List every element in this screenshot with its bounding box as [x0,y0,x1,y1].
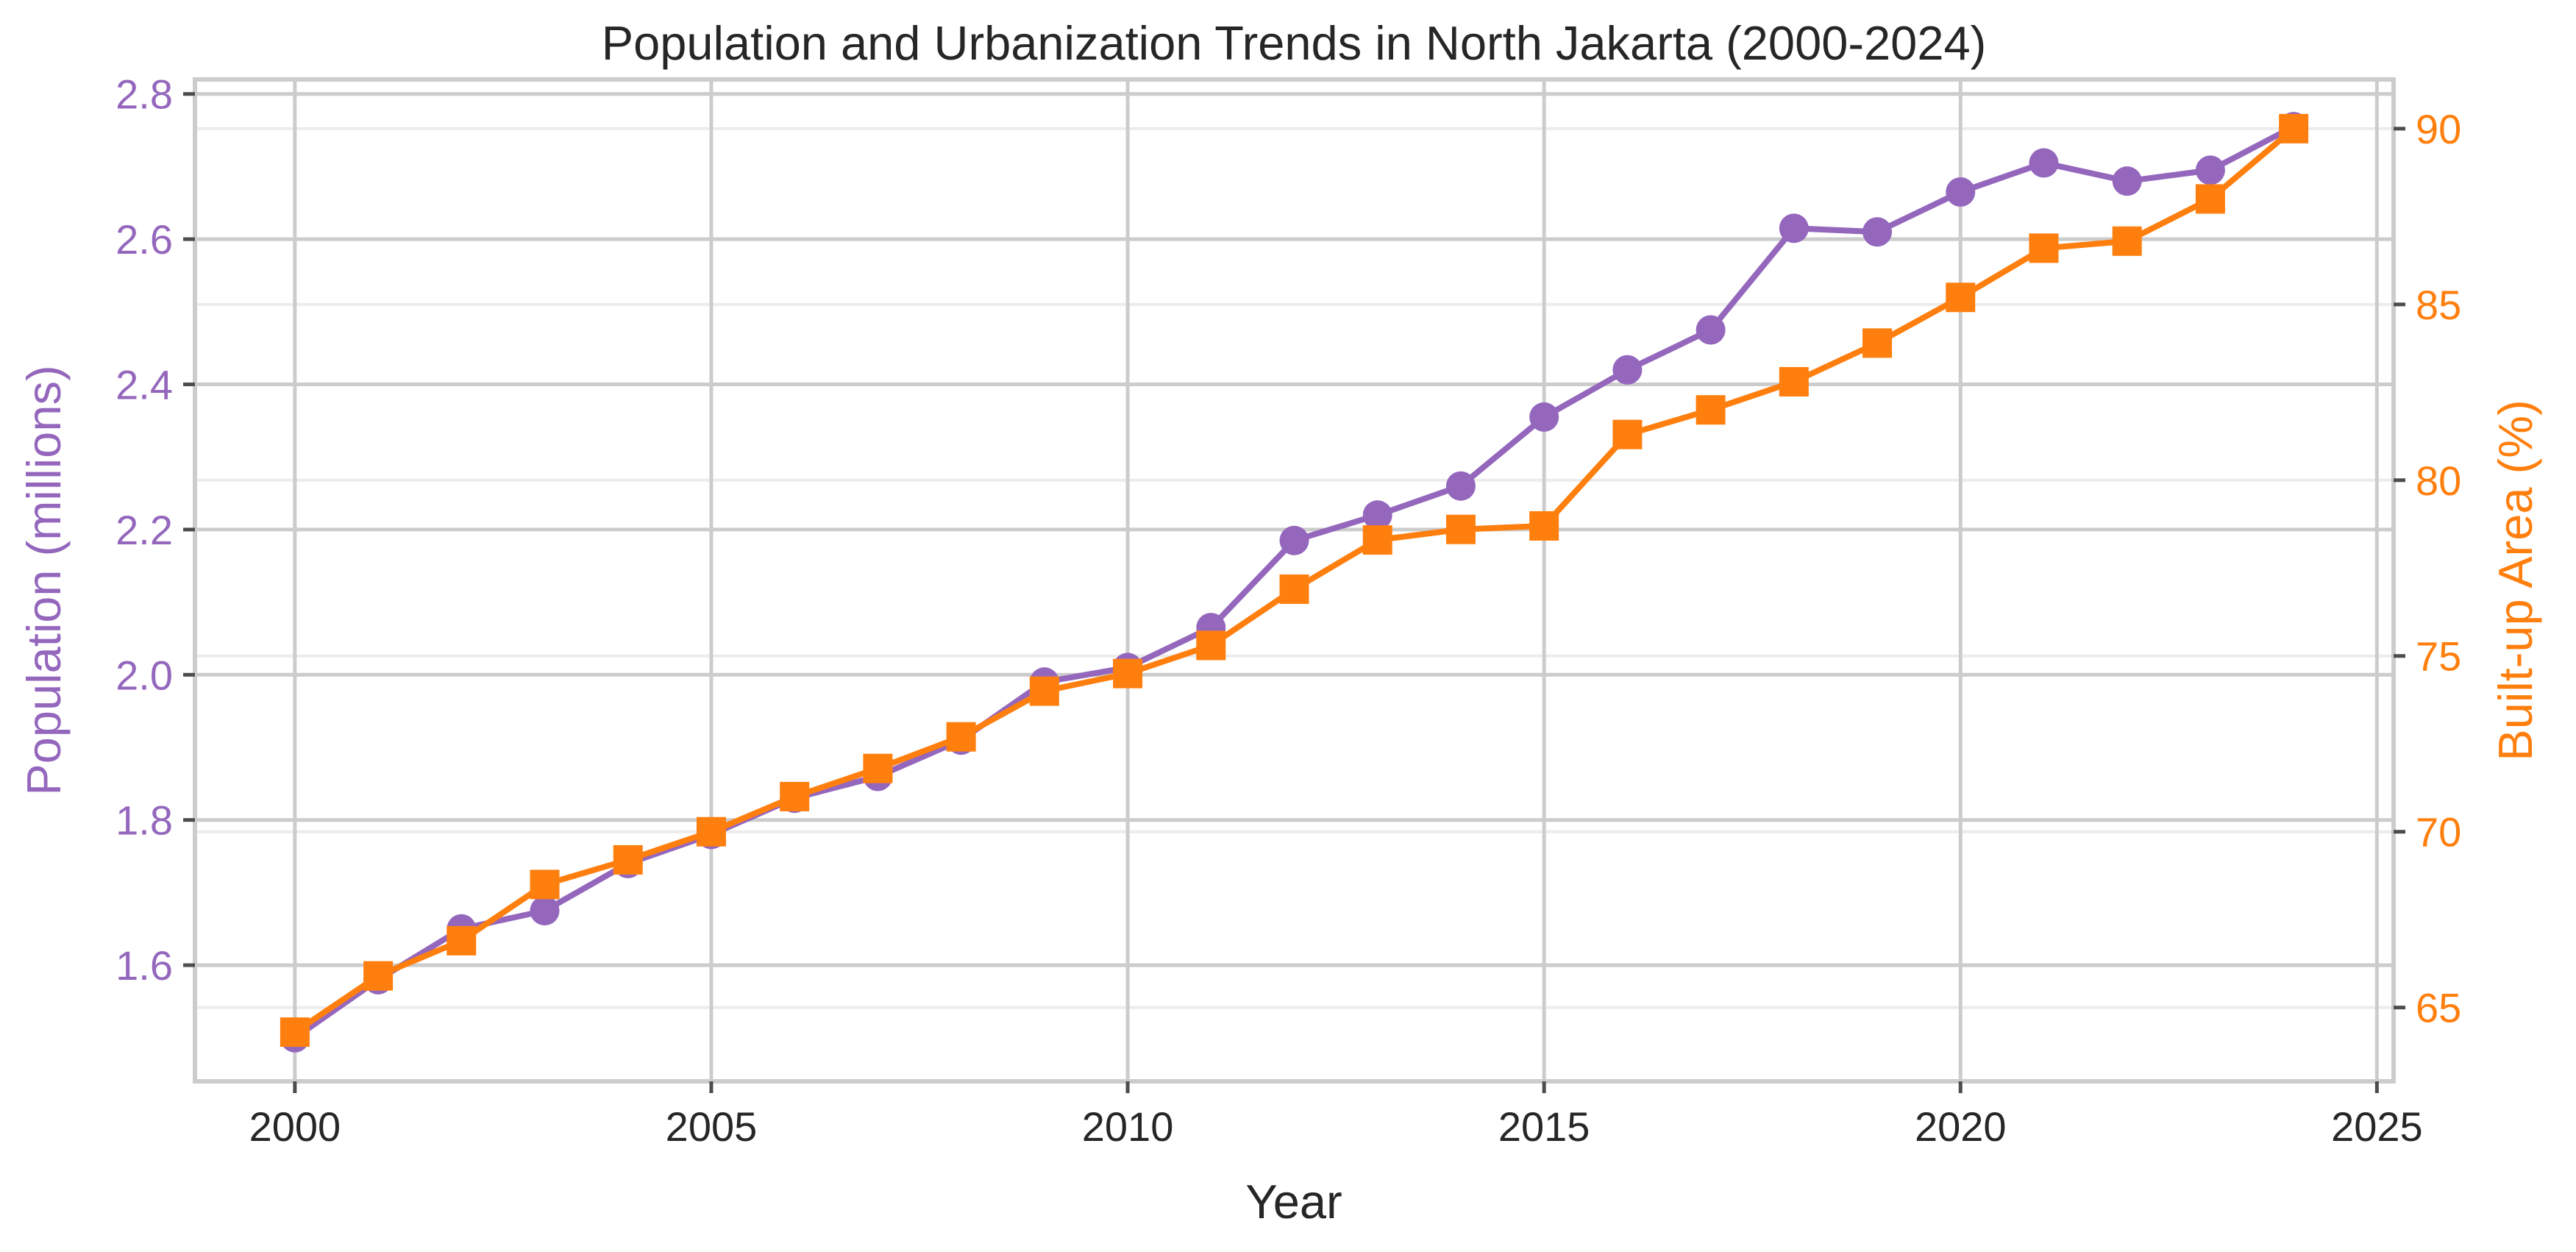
data-point [1696,395,1726,425]
data-point [1946,282,1976,313]
data-point [363,961,394,991]
data-point [2112,226,2142,256]
data-point [530,869,560,900]
plot-frame [193,77,2396,1084]
right-tick-label: 80 [2416,458,2461,504]
left-axis-label: Population (millions) [17,365,71,795]
data-point [1362,525,1392,555]
data-point [2029,233,2059,263]
data-point [696,817,726,847]
data-point [1612,419,1643,449]
x-axis-label: Year [1245,1175,1342,1228]
right-tick-label: 65 [2416,985,2461,1031]
data-point [2029,148,2059,178]
left-axis-ticks: 1.6 1.8 2.0 2.2 2.4 2.6 2.8 [115,71,195,989]
left-tick-label: 2.8 [115,71,173,118]
data-point [613,844,643,875]
series-built-up-area [280,113,2309,1048]
right-tick-label: 85 [2416,282,2461,328]
data-point [1362,500,1392,530]
left-tick-label: 1.6 [115,942,173,989]
data-point [2279,113,2309,143]
x-axis-ticks: 2000 2005 2010 2015 2020 2025 [249,1081,2423,1150]
series-layer [280,112,2309,1053]
data-point [2195,155,2225,185]
data-point [1862,217,1893,247]
data-point [1779,213,1809,243]
data-point [780,781,810,811]
x-tick-label: 2020 [1915,1103,2007,1150]
data-point [2195,184,2225,214]
data-point [280,1017,310,1048]
chart-title: Population and Urbanization Trends in No… [602,16,1987,70]
right-tick-label: 90 [2416,106,2461,152]
x-tick-label: 2015 [1498,1103,1590,1150]
left-tick-label: 2.0 [115,652,173,698]
x-tick-label: 2005 [666,1103,758,1150]
data-point [1029,676,1059,706]
data-point [1779,366,1809,396]
data-point [863,753,893,783]
right-tick-label: 70 [2416,809,2461,856]
data-point [1612,355,1643,385]
data-point [530,896,560,926]
left-grid [195,92,2394,967]
right-tick-label: 75 [2416,633,2461,680]
data-point [946,722,976,752]
data-point [1279,574,1309,604]
right-grid [195,127,2394,1009]
data-point [1445,514,1476,544]
x-tick-label: 2010 [1082,1103,1174,1150]
data-point [1862,328,1893,358]
left-tick-label: 2.2 [115,507,173,553]
x-tick-label: 2025 [2331,1103,2423,1150]
left-tick-label: 2.6 [115,216,173,263]
x-grid [293,79,2379,1081]
data-point [1445,471,1476,501]
data-point [1113,658,1143,689]
data-point [1196,630,1226,661]
x-tick-label: 2000 [249,1103,341,1150]
left-tick-label: 2.4 [115,362,173,408]
data-point [1529,511,1559,541]
data-point [1696,315,1726,345]
data-point [1279,525,1309,555]
data-point [1946,177,1976,207]
left-tick-label: 1.8 [115,797,173,844]
data-point [2112,166,2142,196]
data-point [446,925,477,956]
data-point [1529,402,1559,432]
right-axis-ticks: 65 70 75 80 85 90 [2394,106,2461,1031]
right-axis-label: Built-up Area (%) [2488,399,2542,761]
